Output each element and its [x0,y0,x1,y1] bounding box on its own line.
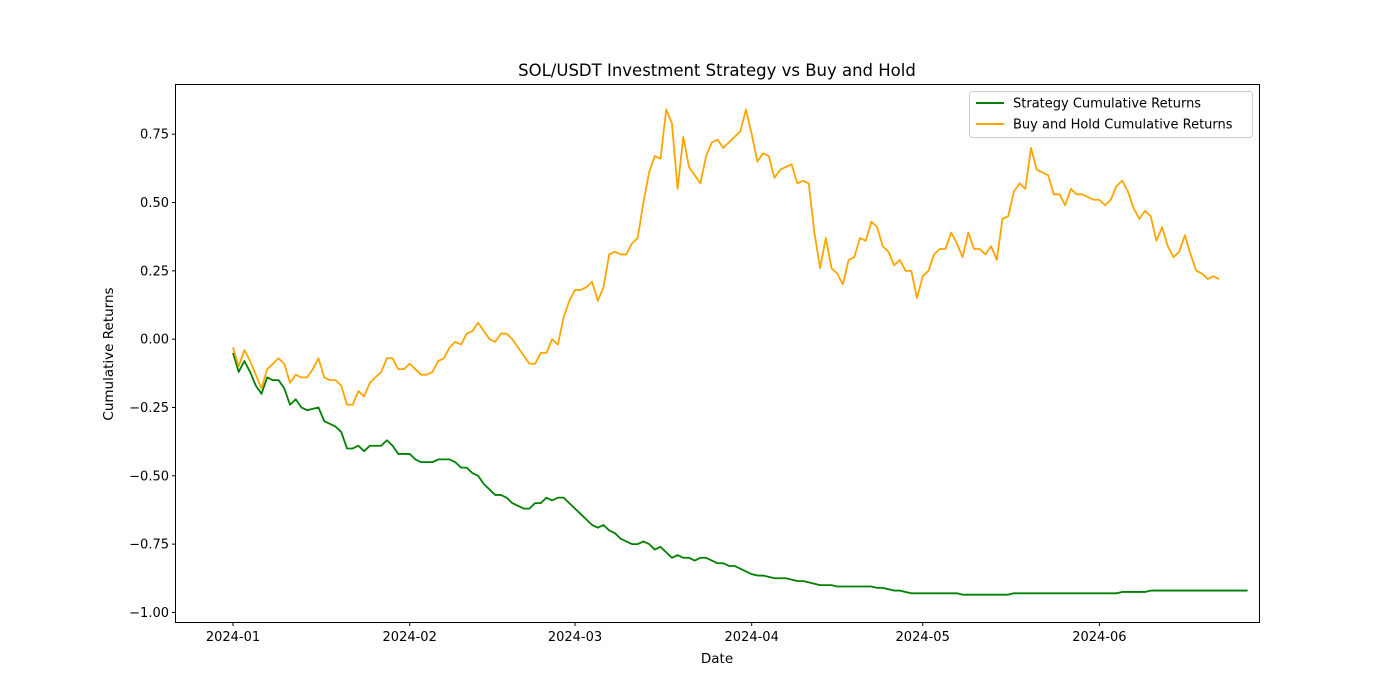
plot-frame [175,84,1260,623]
series-line-strategy [232,352,1248,596]
y-tick-label: −0.50 [129,469,169,484]
y-tick-label: −0.25 [129,401,169,416]
x-axis: 2024-01 2024-02 2024-03 2024-04 2024-05 2024-… [206,622,1127,645]
y-tick-label: 0.75 [140,128,169,143]
y-tick-label: 0.50 [140,196,169,211]
x-tick-label: 2024-03 [548,630,602,645]
y-axis-label: Cumulative Returns [101,287,117,420]
x-tick-label: 2024-06 [1072,630,1126,645]
x-tick-label: 2024-01 [206,630,260,645]
series-layer [232,108,1248,596]
chart-title: SOL/USDT Investment Strategy vs Buy and … [518,61,916,80]
x-tick-label: 2024-04 [725,630,779,645]
series-line-buy-and-hold [232,108,1220,406]
legend-label-strategy: Strategy Cumulative Returns [1013,97,1201,112]
x-tick-label: 2024-05 [896,630,950,645]
legend: Strategy Cumulative Returns Buy and Hold… [969,91,1253,138]
y-axis: 0.75 0.50 0.25 0.00 −0.25 −0.50 −0.75 −1.00 [129,128,176,621]
legend-box [969,91,1253,138]
x-axis-label: Date [701,651,733,667]
x-tick-label: 2024-02 [383,630,437,645]
y-tick-label: 0.25 [140,264,169,279]
y-tick-label: −0.75 [129,538,169,553]
legend-label-buy-and-hold: Buy and Hold Cumulative Returns [1013,118,1233,133]
y-tick-label: −1.00 [129,606,169,621]
y-tick-label: 0.00 [140,333,169,348]
